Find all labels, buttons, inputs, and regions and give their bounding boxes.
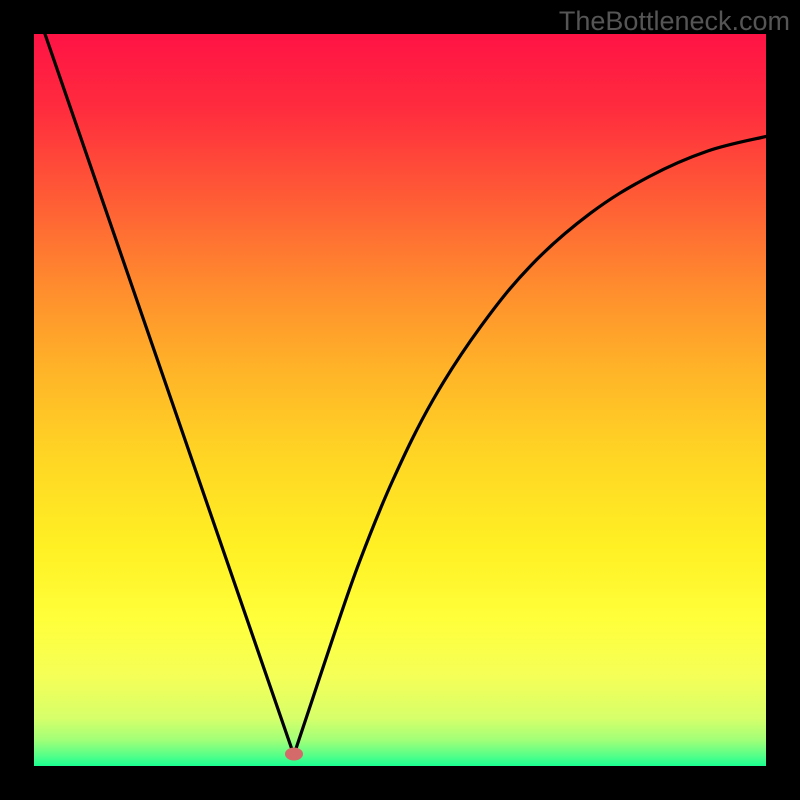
gradient-background <box>34 34 766 766</box>
plot-area <box>34 34 766 766</box>
chart-stage: TheBottleneck.com <box>0 0 800 800</box>
minimum-marker <box>285 747 303 760</box>
watermark-text: TheBottleneck.com <box>559 6 790 37</box>
